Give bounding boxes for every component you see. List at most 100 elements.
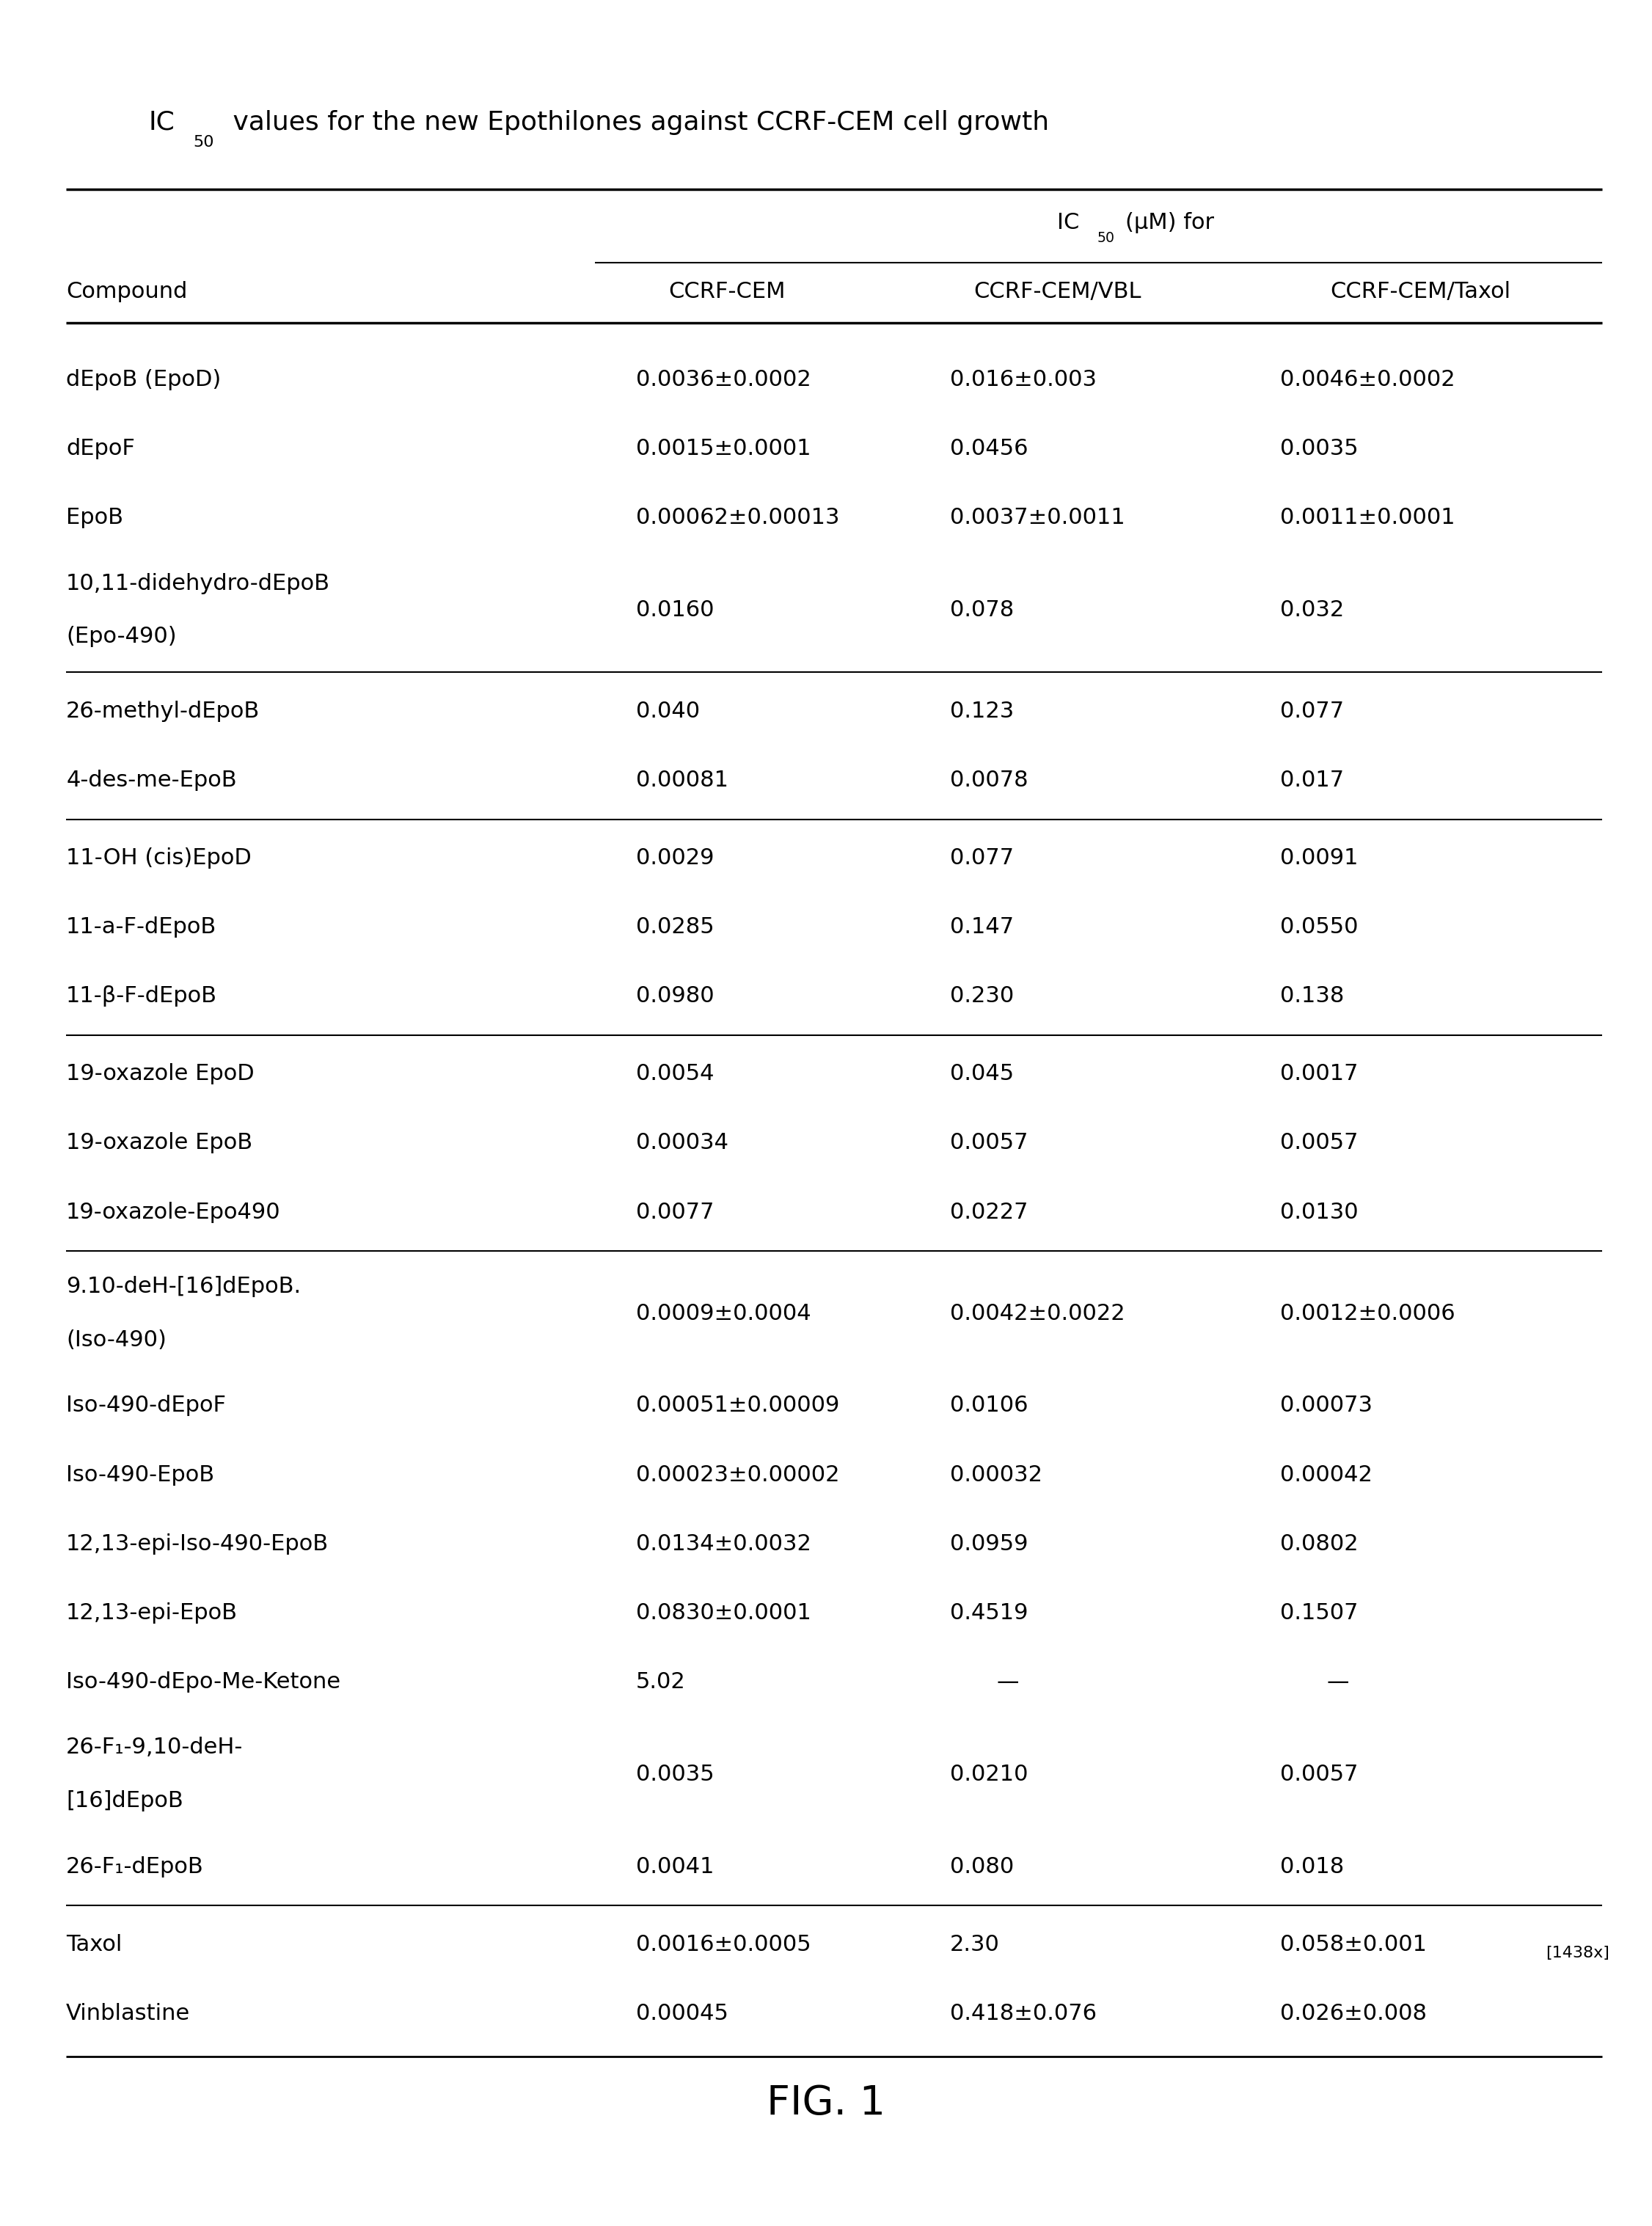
Text: 0.0077: 0.0077 xyxy=(636,1202,714,1222)
Text: 0.00051±0.00009: 0.00051±0.00009 xyxy=(636,1396,839,1416)
Text: CCRF-CEM/Taxol: CCRF-CEM/Taxol xyxy=(1330,280,1512,303)
Text: 0.230: 0.230 xyxy=(950,986,1014,1006)
Text: 0.0029: 0.0029 xyxy=(636,848,714,868)
Text: 0.080: 0.080 xyxy=(950,1856,1014,1877)
Text: 0.00045: 0.00045 xyxy=(636,2003,729,2023)
Text: 0.0009±0.0004: 0.0009±0.0004 xyxy=(636,1302,811,1324)
Text: 0.0802: 0.0802 xyxy=(1280,1534,1358,1554)
Text: 26-methyl-dEpoB: 26-methyl-dEpoB xyxy=(66,701,259,721)
Text: 5.02: 5.02 xyxy=(636,1672,686,1692)
Text: 0.0091: 0.0091 xyxy=(1280,848,1358,868)
Text: 4-des-me-EpoB: 4-des-me-EpoB xyxy=(66,770,236,790)
Text: 0.0057: 0.0057 xyxy=(950,1133,1028,1153)
Text: 0.00042: 0.00042 xyxy=(1280,1465,1373,1485)
Text: Compound: Compound xyxy=(66,280,187,303)
Text: 0.0078: 0.0078 xyxy=(950,770,1028,790)
Text: 0.0106: 0.0106 xyxy=(950,1396,1028,1416)
Text: dEpoF: dEpoF xyxy=(66,439,135,459)
Text: (μM) for: (μM) for xyxy=(1125,211,1214,234)
Text: EpoB: EpoB xyxy=(66,508,124,528)
Text: [16]dEpoB: [16]dEpoB xyxy=(66,1790,183,1812)
Text: 26-F₁-dEpoB: 26-F₁-dEpoB xyxy=(66,1856,203,1877)
Text: 0.0285: 0.0285 xyxy=(636,917,714,937)
Text: —: — xyxy=(1327,1672,1350,1692)
Text: 0.040: 0.040 xyxy=(636,701,700,721)
Text: 0.418±0.076: 0.418±0.076 xyxy=(950,2003,1097,2023)
Text: 50: 50 xyxy=(193,136,215,149)
Text: 0.0046±0.0002: 0.0046±0.0002 xyxy=(1280,370,1455,390)
Text: 0.0959: 0.0959 xyxy=(950,1534,1028,1554)
Text: Iso-490-dEpo-Me-Ketone: Iso-490-dEpo-Me-Ketone xyxy=(66,1672,340,1692)
Text: 0.0830±0.0001: 0.0830±0.0001 xyxy=(636,1603,811,1623)
Text: Vinblastine: Vinblastine xyxy=(66,2003,190,2023)
Text: 0.0037±0.0011: 0.0037±0.0011 xyxy=(950,508,1125,528)
Text: Taxol: Taxol xyxy=(66,1934,122,1954)
Text: 0.032: 0.032 xyxy=(1280,599,1345,621)
Text: 0.0980: 0.0980 xyxy=(636,986,714,1006)
Text: 0.00073: 0.00073 xyxy=(1280,1396,1373,1416)
Text: 0.0130: 0.0130 xyxy=(1280,1202,1358,1222)
Text: 0.0227: 0.0227 xyxy=(950,1202,1028,1222)
Text: 0.0035: 0.0035 xyxy=(1280,439,1358,459)
Text: FIG. 1: FIG. 1 xyxy=(767,2084,885,2124)
Text: Iso-490-dEpoF: Iso-490-dEpoF xyxy=(66,1396,226,1416)
Text: 0.0160: 0.0160 xyxy=(636,599,714,621)
Text: 11-OH (cis)EpoD: 11-OH (cis)EpoD xyxy=(66,848,251,868)
Text: 11-a-F-dEpoB: 11-a-F-dEpoB xyxy=(66,917,216,937)
Text: 0.00032: 0.00032 xyxy=(950,1465,1042,1485)
Text: 0.017: 0.017 xyxy=(1280,770,1345,790)
Text: 0.078: 0.078 xyxy=(950,599,1014,621)
Text: 19-oxazole-Epo490: 19-oxazole-Epo490 xyxy=(66,1202,281,1222)
Text: 0.0012±0.0006: 0.0012±0.0006 xyxy=(1280,1302,1455,1324)
Text: 0.0134±0.0032: 0.0134±0.0032 xyxy=(636,1534,811,1554)
Text: 19-oxazole EpoB: 19-oxazole EpoB xyxy=(66,1133,253,1153)
Text: 0.016±0.003: 0.016±0.003 xyxy=(950,370,1097,390)
Text: 9.10-deH-[16]dEpoB.: 9.10-deH-[16]dEpoB. xyxy=(66,1275,301,1298)
Text: 0.077: 0.077 xyxy=(1280,701,1345,721)
Text: 0.058±0.001: 0.058±0.001 xyxy=(1280,1934,1427,1954)
Text: 0.077: 0.077 xyxy=(950,848,1014,868)
Text: (Epo-490): (Epo-490) xyxy=(66,626,177,648)
Text: 0.0035: 0.0035 xyxy=(636,1763,714,1785)
Text: 2.30: 2.30 xyxy=(950,1934,999,1954)
Text: 26-F₁-9,10-deH-: 26-F₁-9,10-deH- xyxy=(66,1736,243,1759)
Text: 0.0057: 0.0057 xyxy=(1280,1763,1358,1785)
Text: 0.123: 0.123 xyxy=(950,701,1014,721)
Text: 0.018: 0.018 xyxy=(1280,1856,1345,1877)
Text: 0.00034: 0.00034 xyxy=(636,1133,729,1153)
Text: 0.0054: 0.0054 xyxy=(636,1064,714,1084)
Text: 0.0015±0.0001: 0.0015±0.0001 xyxy=(636,439,811,459)
Text: [1438x]: [1438x] xyxy=(1546,1946,1609,1961)
Text: —: — xyxy=(996,1672,1019,1692)
Text: 12,13-epi-Iso-490-EpoB: 12,13-epi-Iso-490-EpoB xyxy=(66,1534,329,1554)
Text: CCRF-CEM: CCRF-CEM xyxy=(669,280,785,303)
Text: 11-β-F-dEpoB: 11-β-F-dEpoB xyxy=(66,986,216,1006)
Text: 0.00081: 0.00081 xyxy=(636,770,729,790)
Text: 0.0057: 0.0057 xyxy=(1280,1133,1358,1153)
Text: 0.0210: 0.0210 xyxy=(950,1763,1028,1785)
Text: 0.0016±0.0005: 0.0016±0.0005 xyxy=(636,1934,811,1954)
Text: 12,13-epi-EpoB: 12,13-epi-EpoB xyxy=(66,1603,238,1623)
Text: 0.0017: 0.0017 xyxy=(1280,1064,1358,1084)
Text: 0.147: 0.147 xyxy=(950,917,1014,937)
Text: 50: 50 xyxy=(1097,232,1115,245)
Text: 0.0550: 0.0550 xyxy=(1280,917,1358,937)
Text: values for the new Epothilones against CCRF-CEM cell growth: values for the new Epothilones against C… xyxy=(225,109,1049,136)
Text: 0.00023±0.00002: 0.00023±0.00002 xyxy=(636,1465,839,1485)
Text: 19-oxazole EpoD: 19-oxazole EpoD xyxy=(66,1064,254,1084)
Text: 0.00062±0.00013: 0.00062±0.00013 xyxy=(636,508,839,528)
Text: 0.138: 0.138 xyxy=(1280,986,1345,1006)
Text: 0.045: 0.045 xyxy=(950,1064,1014,1084)
Text: Iso-490-EpoB: Iso-490-EpoB xyxy=(66,1465,215,1485)
Text: 10,11-didehydro-dEpoB: 10,11-didehydro-dEpoB xyxy=(66,572,330,594)
Text: IC: IC xyxy=(1057,211,1079,234)
Text: CCRF-CEM/VBL: CCRF-CEM/VBL xyxy=(973,280,1142,303)
Text: 0.0011±0.0001: 0.0011±0.0001 xyxy=(1280,508,1455,528)
Text: IC: IC xyxy=(149,109,175,136)
Text: 0.0036±0.0002: 0.0036±0.0002 xyxy=(636,370,811,390)
Text: 0.0042±0.0022: 0.0042±0.0022 xyxy=(950,1302,1125,1324)
Text: dEpoB (EpoD): dEpoB (EpoD) xyxy=(66,370,221,390)
Text: 0.0041: 0.0041 xyxy=(636,1856,714,1877)
Text: 0.4519: 0.4519 xyxy=(950,1603,1028,1623)
Text: 0.026±0.008: 0.026±0.008 xyxy=(1280,2003,1427,2023)
